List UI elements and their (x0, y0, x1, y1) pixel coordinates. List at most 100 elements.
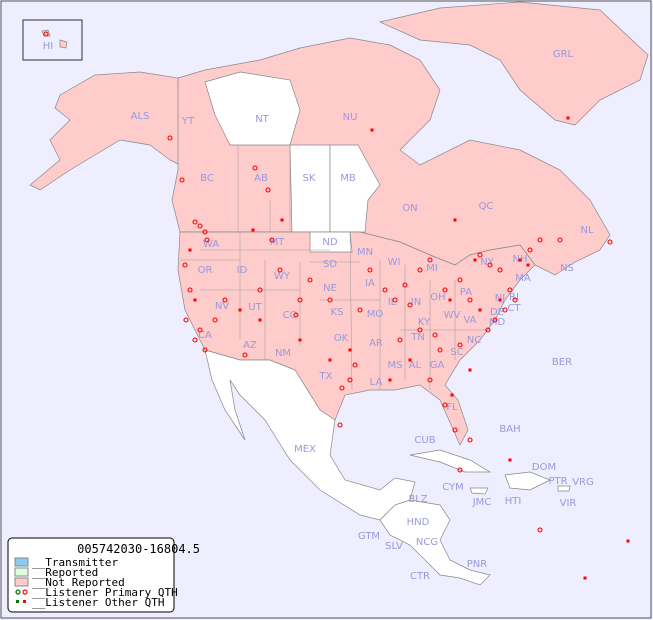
listener-primary-qth-marker (297, 297, 303, 303)
listener-primary-qth-marker (192, 337, 198, 343)
region-label-co: CO (283, 310, 298, 321)
region-label-hnd: HND (407, 517, 430, 528)
listener-primary-qth-marker (467, 297, 473, 303)
listener-other-qth-marker (583, 576, 587, 580)
legend-swatch-not-reported (14, 577, 29, 587)
region-label-az: AZ (243, 340, 257, 351)
region-label-al: AL (409, 360, 422, 371)
hawaii-inset (22, 19, 83, 61)
region-label-vrg: VRG (572, 477, 594, 488)
region-label-md: MD (489, 317, 506, 328)
region-label-ok: OK (334, 333, 349, 344)
region-puerto-rico (557, 485, 571, 492)
legend-swatch-reported (14, 567, 29, 577)
listener-other-qth-marker (566, 116, 570, 120)
listener-primary-qth-marker (487, 262, 493, 268)
listener-other-qth-marker (251, 228, 255, 232)
legend-label-transmitter: __Transmitter (32, 556, 118, 569)
region-label-bc: BC (200, 173, 214, 184)
listener-primary-qth-marker (497, 267, 503, 273)
listener-primary-qth-marker (43, 31, 49, 37)
region-label-nd: ND (322, 237, 337, 248)
region-label-oh: OH (430, 292, 445, 303)
region-label-qc: QC (479, 201, 494, 212)
listener-primary-qth-marker (427, 377, 433, 383)
region-label-ut: UT (248, 302, 262, 313)
region-label-id: ID (237, 265, 248, 276)
listener-other-qth-marker (498, 298, 502, 302)
listener-primary-qth-marker (252, 165, 258, 171)
region-hispaniola (504, 471, 551, 491)
listener-other-qth-marker (478, 308, 482, 312)
listener-primary-qth-marker (347, 377, 353, 383)
region-label-mi: MI (426, 263, 438, 274)
primary-qth-icon-green (15, 589, 21, 595)
listener-primary-qth-marker (502, 307, 508, 313)
region-label-cym: CYM (442, 482, 464, 493)
legend-label-reported: __Reported (32, 566, 98, 579)
legend-swatch-transmitter (14, 557, 29, 567)
listener-other-qth-marker (408, 358, 412, 362)
listener-other-qth-marker (626, 539, 630, 543)
listener-primary-qth-marker (492, 317, 498, 323)
listener-other-qth-marker (450, 393, 454, 397)
region-label-ct: CT (507, 303, 521, 314)
listener-primary-qth-marker (457, 277, 463, 283)
listener-primary-qth-marker (537, 237, 543, 243)
legend: 005742030-16804.5 __Transmitter __Report… (7, 537, 200, 613)
region-label-tn: TN (410, 332, 425, 343)
region-label-nt: NT (255, 114, 269, 125)
listener-primary-qth-marker (167, 135, 173, 141)
region-label-wi: WI (388, 257, 401, 268)
region-label-la: LA (370, 377, 383, 388)
region-label-va: VA (463, 315, 476, 326)
listener-primary-qth-marker (183, 317, 189, 323)
region-label-mn: MN (357, 247, 373, 258)
listener-primary-qth-marker (277, 267, 283, 273)
listener-primary-qth-marker (222, 297, 228, 303)
legend-box (7, 537, 175, 613)
region-label-dom: DOM (532, 462, 556, 473)
region-label-il: IL (388, 297, 397, 308)
listener-primary-qth-marker (179, 177, 185, 183)
region-cuba (409, 449, 492, 473)
region-label-or: OR (198, 265, 213, 276)
region-label-bah: BAH (499, 424, 520, 435)
listener-primary-qth-marker (417, 327, 423, 333)
region-label-ky: KY (418, 317, 431, 328)
listener-primary-qth-marker (187, 287, 193, 293)
region-label-ab: AB (254, 173, 268, 184)
listener-other-qth-marker (388, 378, 392, 382)
listener-primary-qth-marker (192, 219, 198, 225)
listener-primary-qth-marker (457, 467, 463, 473)
listener-other-qth-marker (258, 318, 262, 322)
region-label-grl: GRL (553, 49, 574, 60)
listener-other-qth-marker (508, 458, 512, 462)
listener-other-qth-marker (193, 298, 197, 302)
region-labels: HI ALS YT NT NU GRL BC AB SK MB ON QC NL NS WA MT ND MN WI… (43, 41, 594, 582)
region-label-als: ALS (131, 111, 150, 122)
region-label-ctr: CTR (410, 571, 430, 582)
listener-primary-qth-marker (557, 237, 563, 243)
listener-primary-qth-marker (397, 337, 403, 343)
region-label-wv: WV (444, 310, 461, 321)
listener-other-qth-marker (328, 358, 332, 362)
listener-primary-qth-marker (507, 287, 513, 293)
listener-other-qth-marker (370, 128, 374, 132)
listener-primary-qth-marker (257, 287, 263, 293)
primary-qth-icon-red (22, 589, 28, 595)
region-label-fl: FL (446, 402, 458, 413)
region-label-hi: HI (43, 41, 53, 52)
region-label-ptr: PTR (548, 476, 567, 487)
region-greenland (378, 1, 649, 126)
listener-other-qth-marker (280, 218, 284, 222)
legend-label-not-reported: __Not Reported (32, 576, 125, 589)
region-label-sc: SC (450, 347, 463, 358)
region-label-vir: VIR (560, 498, 577, 509)
listener-other-qth-marker (348, 348, 352, 352)
listener-primary-qth-marker (452, 427, 458, 433)
region-label-pa: PA (460, 287, 472, 298)
region-label-ri: RI (509, 292, 519, 303)
